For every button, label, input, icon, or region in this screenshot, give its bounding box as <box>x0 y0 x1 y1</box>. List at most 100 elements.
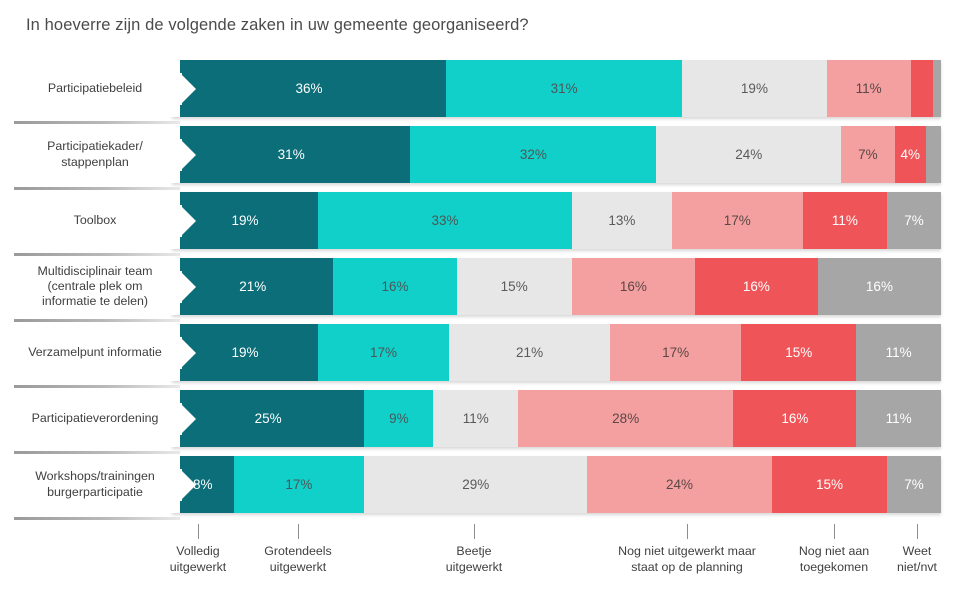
bar-segment: 36% <box>172 60 447 117</box>
bar-segment: 24% <box>656 126 841 183</box>
segment-value-label: 7% <box>904 477 924 492</box>
segment-value-label: 17% <box>723 213 751 228</box>
bar-segment: 24% <box>587 456 772 513</box>
segment-value-label: 31% <box>277 147 305 162</box>
label-arrow-base <box>164 72 182 105</box>
legend-label: Grotendeels uitgewerkt <box>264 544 332 574</box>
segment-value-label: 11% <box>885 411 912 426</box>
bar-segment: 17% <box>318 324 449 381</box>
segment-value-label: 33% <box>431 213 459 228</box>
label-arrow-icon <box>180 336 196 369</box>
label-arrow-base <box>164 270 182 303</box>
segment-value-label: 25% <box>254 411 282 426</box>
segment-value-label: 15% <box>815 477 843 492</box>
chart-row: Toolbox 19% 33% 13% 17% 11% 7% <box>0 192 968 249</box>
segment-value-label: 19% <box>231 213 259 228</box>
bar-segment: 19% <box>172 324 319 381</box>
label-arrow-icon <box>180 402 196 435</box>
row-label: Participatiekader/stappenplan <box>47 139 143 169</box>
bar-segment: 15% <box>456 258 572 315</box>
stacked-bar-chart: Participatiebeleid 36% 31% 19% 11% Participat… <box>0 55 968 525</box>
label-arrow-icon <box>180 204 196 237</box>
bar-segment: 19% <box>682 60 827 117</box>
legend-label: Beetje uitgewerkt <box>445 544 503 574</box>
row-label: Participatieverordening <box>31 410 159 425</box>
row-label-panel: Workshops/trainingen burgerparticipatie <box>14 456 180 513</box>
bar-segment: 16% <box>733 390 857 447</box>
chart-row: Verzamelpunt informatie 19% 17% 21% 17% 15% 11… <box>0 324 968 381</box>
bar-segment: 7% <box>887 192 941 249</box>
row-label-panel: Participatiekader/stappenplan <box>14 126 180 183</box>
axis-tick <box>917 524 918 539</box>
label-arrow-base <box>164 138 182 171</box>
segment-value-label: 16% <box>619 279 647 294</box>
segment-value-label: 31% <box>550 81 578 96</box>
bar-segment: 15% <box>771 456 888 513</box>
bar-segment: 17% <box>233 456 365 513</box>
row-label: Workshops/trainingen burgerparticipatie <box>35 469 155 499</box>
bar-segment: 21% <box>448 324 611 381</box>
row-label: Verzamelpunt informatie <box>28 344 162 359</box>
segment-value-label: 13% <box>608 213 636 228</box>
row-label-panel: Multidisciplinair team (centrale plek om i… <box>14 258 180 315</box>
bar-segment: 16% <box>333 258 457 315</box>
bar-segment <box>933 60 941 117</box>
segment-value-label: 21% <box>516 345 544 360</box>
bar-segment: 11% <box>433 390 519 447</box>
segment-value-label: 28% <box>612 411 640 426</box>
row-separator <box>14 253 180 256</box>
row-separator <box>14 121 180 124</box>
segment-value-label: 7% <box>904 213 924 228</box>
segment-value-label: 17% <box>662 345 690 360</box>
segment-value-label: 16% <box>381 279 409 294</box>
bar-segment: 9% <box>364 390 434 447</box>
segment-value-label: 15% <box>500 279 528 294</box>
stacked-bar: 36% 31% 19% 11% <box>172 60 941 117</box>
bar-segment: 16% <box>817 258 941 315</box>
row-label-panel: Verzamelpunt informatie <box>14 324 180 381</box>
bar-segment: 17% <box>671 192 803 249</box>
row-label-panel: Toolbox <box>14 192 180 249</box>
axis-tick <box>474 524 475 539</box>
segment-value-label: 11% <box>885 345 912 360</box>
bar-segment: 7% <box>841 126 895 183</box>
row-label: Multidisciplinair team (centrale plek om i… <box>37 263 153 309</box>
row-separator <box>14 319 180 322</box>
bar-segment: 11% <box>856 324 941 381</box>
label-arrow-base <box>164 402 182 435</box>
chart-row: Participatieverordening 25% 9% 11% 28% 16% 11% <box>0 390 968 447</box>
segment-value-label: 16% <box>781 411 809 426</box>
chart-row: Participatiebeleid 36% 31% 19% 11% <box>0 60 968 117</box>
row-label: Participatiebeleid <box>47 80 143 95</box>
segment-value-label: 16% <box>742 279 770 294</box>
axis-tick <box>687 524 688 539</box>
segment-value-label: 11% <box>855 81 882 96</box>
chart-row: Workshops/trainingen burgerparticipatie 8%… <box>0 456 968 513</box>
bar-segment <box>910 60 934 117</box>
row-separator <box>14 451 180 454</box>
label-arrow-icon <box>180 138 196 171</box>
bar-segment: 32% <box>410 126 657 183</box>
bar-segment: 29% <box>364 456 588 513</box>
label-arrow-base <box>164 336 182 369</box>
bar-segment: 15% <box>741 324 857 381</box>
stacked-bar: 31% 32% 24% 7% 4% <box>172 126 941 183</box>
bar-segment: 28% <box>518 390 734 447</box>
segment-value-label: 17% <box>369 345 397 360</box>
bar-segment: 21% <box>172 258 334 315</box>
segment-value-label: 19% <box>740 81 768 96</box>
page-title: In hoeverre zijn de volgende zaken in uw… <box>26 16 529 34</box>
axis-tick <box>834 524 835 539</box>
row-separator <box>14 385 180 388</box>
bar-segment: 25% <box>172 390 365 447</box>
segment-value-label: 21% <box>239 279 267 294</box>
stacked-bar: 21% 16% 15% 16% 16% 16% <box>172 258 941 315</box>
legend-label: Weet niet/nvt <box>897 544 937 574</box>
bar-segment: 33% <box>318 192 572 249</box>
row-label-panel: Participatiebeleid <box>14 60 180 117</box>
bar-segment: 17% <box>610 324 742 381</box>
bar-segment <box>925 126 941 183</box>
chart-row: Participatiekader/stappenplan 31% 32% 24% 7%… <box>0 126 968 183</box>
bar-segment: 4% <box>894 126 926 183</box>
